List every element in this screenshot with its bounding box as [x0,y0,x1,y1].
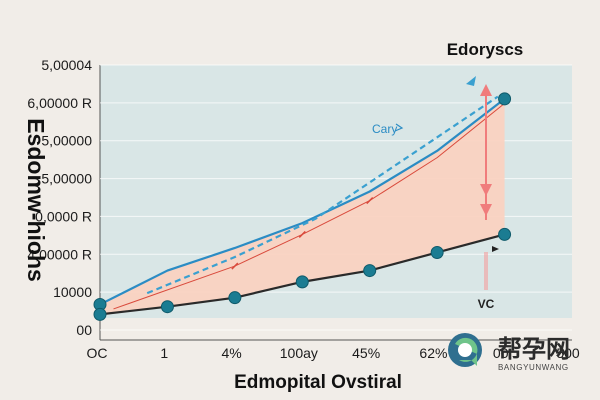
data-point-marker [430,245,444,259]
data-point-marker [498,227,512,241]
y-tick-label: 00 [76,322,92,338]
y-tick-label: 6,00000 R [27,95,92,111]
data-point-marker [93,307,107,321]
arrow-down-icon [480,204,492,216]
lower-arrowhead-icon [492,246,499,252]
annotation-arrow-icon [394,123,404,132]
red-tick-mark [298,230,306,238]
red-tick-mark [366,197,374,205]
data-point-marker [295,275,309,289]
y-tick-label: 10000 [53,284,92,300]
x-axis-title: Edmopital Ovstiral [234,372,402,393]
x-tick-label: 1 [160,345,168,361]
annotations: Cary VC [372,76,499,311]
y-axis-title: Esdomw-hiohs [23,118,49,282]
data-point-marker [228,291,242,305]
watermark-logo-icon [448,333,482,367]
watermark: 帮孕网 BANGYUNWANG [448,333,570,372]
series-markers [93,92,512,321]
series-line-2 [146,95,499,295]
x-tick-label: OC [87,345,108,361]
x-tick-label: 500 [556,345,580,361]
tick-labels: 5,00004 6,00000 R 5,00000 5,00000 0,0000 R 4,… [27,57,580,361]
x-tick-label: 4% [221,345,241,361]
annotation-vc: VC [478,297,495,311]
data-point-marker [363,264,377,278]
y-tick-label: 4,00000 R [27,246,92,262]
x-tick-label: 100ay [280,345,318,361]
arrow-up-icon [480,84,492,96]
y-tick-label: 0,0000 R [35,208,92,224]
data-point-marker [498,92,512,106]
red-tick-mark [231,262,239,270]
x-tick-label: 62% [419,345,447,361]
watermark-text-cn: 帮孕网 [498,335,570,363]
series-line-3 [113,103,505,310]
arrow-down-icon [480,184,492,196]
chart-title: Edorysсs [447,40,524,59]
watermark-text-en: BANGYUNWANG [498,363,569,372]
series-line-1 [99,98,506,306]
y-tick-label: 5,00004 [41,57,92,73]
dashed-arrowhead-icon [466,76,476,86]
data-point-marker [160,300,174,314]
x-tick-label: 45% [352,345,380,361]
annotation-cary: Cary [372,122,397,136]
y-tick-label: 5,00000 [41,171,92,187]
y-tick-label: 5,00000 [41,133,92,149]
x-tick-label: 00 [493,345,509,361]
